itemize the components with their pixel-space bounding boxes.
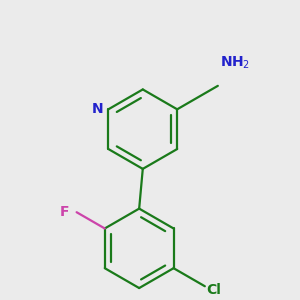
Text: N: N [91, 102, 103, 116]
Text: Cl: Cl [207, 283, 221, 297]
Text: NH$_2$: NH$_2$ [220, 55, 250, 71]
Text: F: F [60, 205, 69, 219]
